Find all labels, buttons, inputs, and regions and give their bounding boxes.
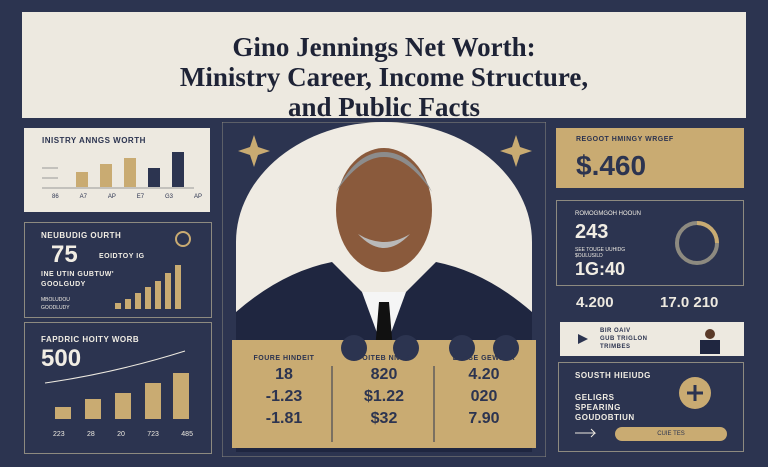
button[interactable]: CUIE TES [615,427,727,441]
stat-column: ELASE GEWEER 4.20 020 7.90 [436,355,532,428]
big-number: $.460 [576,150,647,181]
label: 723 [147,431,159,438]
value: -1.23 [265,388,303,405]
big-number: 75 [51,241,78,268]
heading: FOITEB NNUS [357,355,411,362]
heading: ELASE GEWEER [452,355,516,362]
label: E7 [136,194,145,200]
label: 86 [52,194,59,200]
big-number: 243 [575,221,609,243]
title-line: Gino Jennings Net Worth: [232,32,536,62]
bars [76,152,184,187]
panel: SOUSTH HIEIUDG GELIGRS SPEARING GOUDOBTI… [558,362,744,452]
title: Gino Jennings Net Worth: Ministry Career… [22,32,746,122]
text: EOIDTOY IG [99,253,145,260]
label: AP [107,194,116,200]
text: GELIGRS [575,393,615,402]
panel-title: NEUBUDIG OURTH [41,231,122,240]
text: $OULUSILD [575,253,603,259]
big-number: 500 [41,345,82,372]
title-box: Gino Jennings Net Worth: Ministry Career… [22,12,746,122]
panel-title: FAPDRIC HOITY WORB [41,335,140,344]
panel: NEUBUDIG OURTH 75 EOIDTOY IG INE UTIN GU… [24,222,212,318]
text: BIR OAIV [600,328,631,334]
heading: FOURE HINDEIT [253,355,315,362]
labels: 223 28 20 723 485 [53,431,193,438]
text: SEE TOUGE UUHIDG [575,247,626,253]
value: 4.20 [468,366,500,383]
stat-column: FOURE HINDEIT 18 -1.23 -1.81 [236,355,332,428]
stat-column: FOITEB NNUS 820 $1.22 $32 [336,355,432,428]
text: MBOLUDOU [41,297,70,303]
text: GUB TRIGLON [600,336,648,342]
label: 20 [117,431,125,438]
icon-bars [115,231,191,309]
value: 7.90 [468,410,500,427]
value: 020 [470,388,498,405]
value: $32 [370,410,398,427]
text: TRIMBES [600,344,631,350]
label: 28 [87,431,95,438]
label: 485 [181,431,193,438]
value: 820 [370,366,398,383]
title-line: and Public Facts [287,92,481,122]
text: GOUDOBTIUN [575,413,635,422]
panel-title: SOUSTH HIEIUDG [575,371,651,380]
panel: FAPDRIC HOITY WORB 500 223 28 20 723 485 [24,322,212,454]
portrait-frame [222,122,546,457]
panel: INISTRY ANNGS WORTH 86 A7 AP E7 G3 AP [24,128,210,212]
label: 223 [53,431,65,438]
mini-bars [42,152,194,189]
label: A7 [79,194,87,200]
mini-bars [44,350,189,419]
label: G3 [165,194,174,200]
axis [42,167,194,189]
labels: 86 A7 AP E7 G3 AP [52,194,202,200]
big-number: 1G:40 [575,259,626,279]
panel-title: ROMOGMGOH HOOUN [575,211,641,217]
text: GOODLUDY [41,305,70,311]
panel: REGOOT HMINGY WRGEF $.460 [556,128,744,188]
panel-title: REGOOT HMINGY WRGEF [576,136,674,143]
stat: 17.0 210 [660,294,719,311]
gauge [675,221,719,265]
panel: ROMOGMGOH HOOUN 243 SEE TOUGE UUHIDG $OU… [556,200,744,286]
label: AP [193,194,202,200]
text: GOOLGUDY [41,281,86,288]
value: 18 [275,366,293,383]
panel-title: INISTRY ANNGS WORTH [42,136,146,145]
text: INE UTIN GUBTUW' [41,271,115,278]
title-line: Ministry Career, Income Structure, [179,62,589,92]
value: -1.81 [265,410,303,427]
value: $1.22 [363,388,405,405]
icons [578,329,720,354]
stat: 4.200 [576,294,614,311]
text: SPEARING [575,403,621,412]
icons [575,377,711,438]
panel: BIR OAIV GUB TRIGLON TRIMBES [560,322,744,356]
